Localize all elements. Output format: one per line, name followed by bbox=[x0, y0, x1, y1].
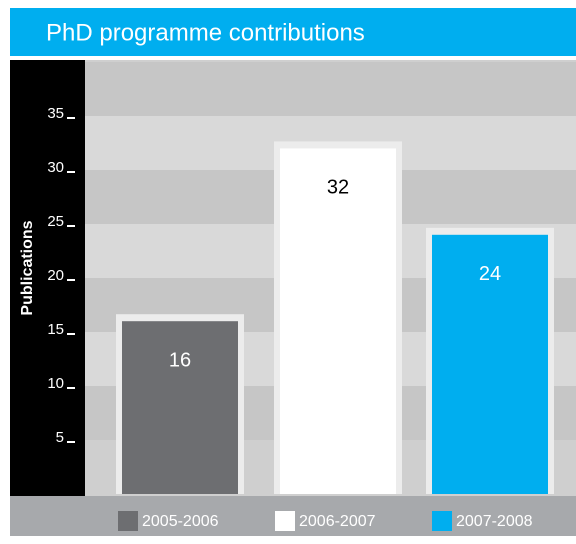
y-tick-label: 10 bbox=[47, 375, 64, 392]
axis-strip bbox=[10, 60, 85, 496]
legend-swatch bbox=[118, 511, 138, 531]
y-tick-label: 25 bbox=[47, 213, 64, 230]
data-label: 24 bbox=[479, 263, 501, 285]
y-tick-label: 30 bbox=[47, 159, 64, 176]
legend-label: 2006-2007 bbox=[299, 513, 376, 530]
chart-title: PhD programme contributions bbox=[46, 19, 365, 46]
bar bbox=[280, 148, 396, 494]
legend-swatch bbox=[432, 511, 452, 531]
y-tick-label: 20 bbox=[47, 267, 64, 284]
legend-swatch bbox=[275, 511, 295, 531]
y-axis-label: Publications bbox=[19, 220, 36, 315]
data-label: 16 bbox=[169, 349, 191, 371]
y-tick-label: 35 bbox=[47, 105, 64, 122]
y-tick-label: 15 bbox=[47, 321, 64, 338]
legend-label: 2005-2006 bbox=[142, 513, 219, 530]
bar bbox=[122, 321, 238, 494]
grid-band bbox=[85, 62, 576, 116]
y-tick-label: 5 bbox=[56, 429, 64, 446]
legend-label: 2007-2008 bbox=[456, 513, 533, 530]
bar bbox=[432, 234, 548, 495]
data-label: 32 bbox=[327, 177, 349, 199]
title-bar bbox=[10, 8, 576, 56]
